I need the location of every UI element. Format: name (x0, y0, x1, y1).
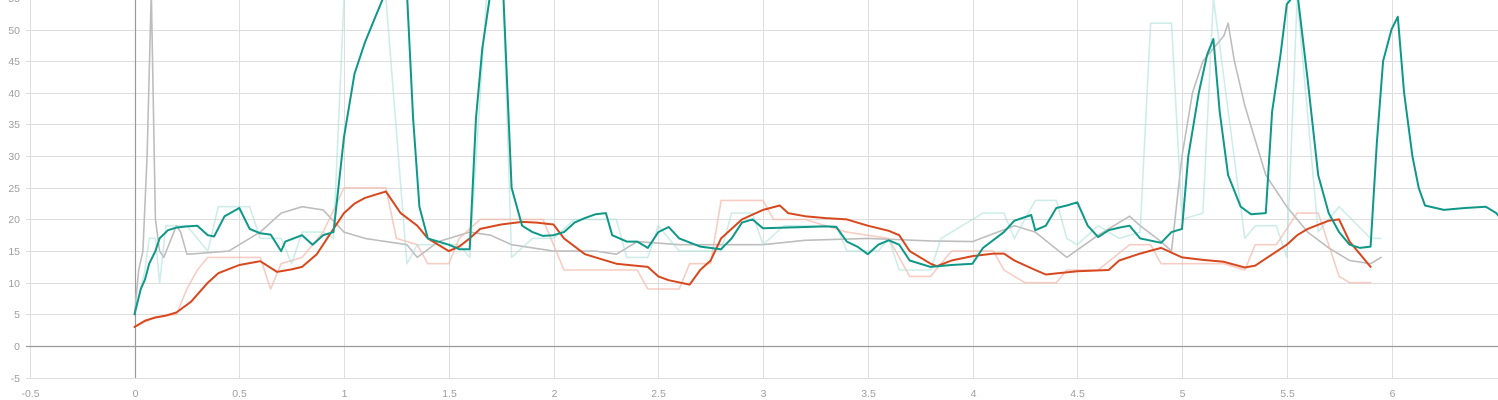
axes (26, 0, 1498, 378)
y-tick-label: -5 (11, 373, 20, 385)
x-tick-label: 2 (552, 388, 558, 400)
x-tick-label: 5.5 (1280, 388, 1295, 400)
x-tick-label: 4 (971, 388, 977, 400)
y-tick-label: 55 (8, 0, 20, 5)
y-tick-label: 10 (8, 278, 20, 290)
y-tick-label: 30 (8, 151, 20, 163)
x-tick-label: -0.5 (21, 388, 39, 400)
y-tick-label: 0 (14, 341, 20, 353)
x-tick-label: 2.5 (651, 388, 666, 400)
series-line-5 (133, 0, 1498, 316)
x-tick-label: 3 (761, 388, 767, 400)
grid (26, 0, 1498, 379)
series-line-1 (133, 0, 1382, 316)
y-tick-label: 35 (8, 119, 20, 131)
x-tick-label: 4.5 (1070, 388, 1085, 400)
series-lines (133, 0, 1498, 328)
y-tick-label: 20 (8, 214, 20, 226)
x-tick-label: 1 (342, 388, 348, 400)
x-tick-label: 1.5 (442, 388, 457, 400)
x-tick-label: 0.5 (232, 388, 247, 400)
y-tick-label: 25 (8, 183, 20, 195)
y-tick-label: 45 (8, 56, 20, 68)
series-line-2 (133, 187, 1372, 328)
y-tick-label: 40 (8, 88, 20, 100)
x-tick-label: 6 (1390, 388, 1396, 400)
series-line-3 (133, 0, 1382, 316)
x-tick-label: 0 (133, 388, 139, 400)
y-tick-label: 5 (14, 309, 20, 321)
x-tick-label: 5 (1180, 388, 1186, 400)
series-line-4 (133, 190, 1372, 328)
y-tick-label: 50 (8, 25, 20, 37)
tick-labels: -0.5 0 0.5 1 1.5 2 2.5 3 3.5 4 4.5 5 5.5 6 -5 0 5 10 15 20 2… (8, 0, 1395, 400)
x-tick-label: 3.5 (861, 388, 876, 400)
y-tick-label: 15 (8, 246, 20, 258)
